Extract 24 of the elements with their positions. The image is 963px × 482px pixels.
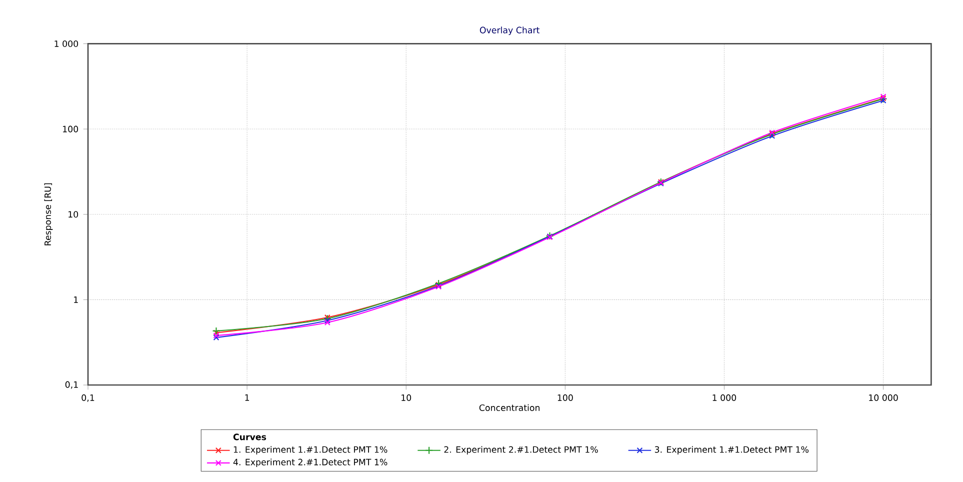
y-tick-label: 0,1: [65, 381, 78, 389]
x-axis-title: Concentration: [479, 404, 540, 412]
legend-label: 3. Experiment 1.#1.Detect PMT 1%: [654, 446, 809, 454]
x-tick-label: 100: [558, 394, 573, 401]
x-tick-label: 0,1: [82, 394, 94, 402]
x-tick-label: 10: [402, 394, 412, 401]
x-tick-label: 1 000: [712, 394, 736, 401]
point: [880, 98, 886, 104]
point: [324, 320, 330, 326]
x-tick-label: 10 000: [869, 394, 898, 401]
point: [213, 330, 220, 336]
y-tick-label: 1: [74, 296, 78, 303]
y-tick-label: 10: [68, 211, 78, 218]
legend-title: Curves: [233, 434, 266, 440]
point: [324, 314, 330, 320]
y-tick-label: 100: [63, 126, 78, 132]
x-tick-label: 1: [245, 394, 250, 401]
point: [212, 326, 220, 335]
legend-label: 4. Experiment 2.#1.Detect PMT 1%: [233, 458, 388, 468]
y-tick-label: 1 000: [54, 40, 78, 48]
chart-title: Overlay Chart: [480, 26, 540, 36]
legend-label: 1. Experiment 1.#1.Detect PMT 1%: [234, 446, 388, 454]
legend-label: 2. Experiment 2.#1.Detect PMT 1%: [444, 446, 598, 454]
y-axis-title: Response [RU]: [44, 183, 53, 246]
